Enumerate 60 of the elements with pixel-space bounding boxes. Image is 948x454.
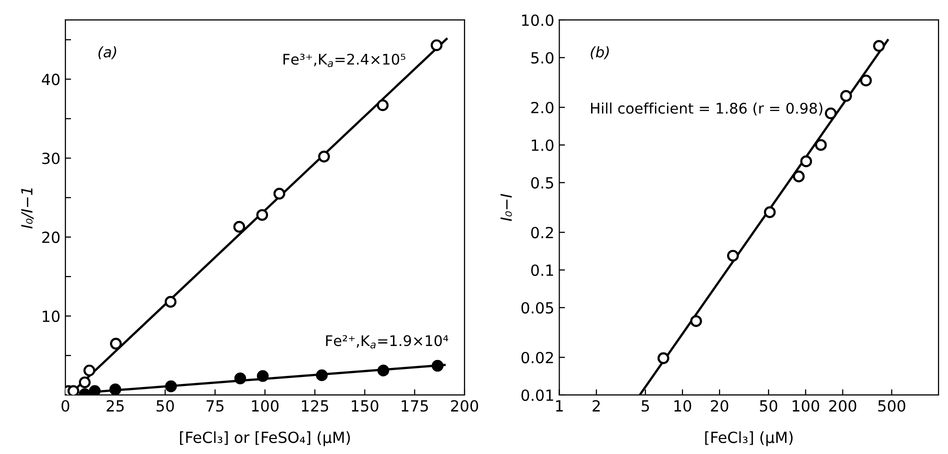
point xyxy=(67,385,80,395)
x-tick-label: 2 xyxy=(592,400,600,412)
point xyxy=(256,209,268,221)
point xyxy=(233,220,246,233)
point xyxy=(109,384,122,395)
x-tick-label: 0 xyxy=(62,400,70,412)
y-tick-label: 0.2 xyxy=(531,226,553,238)
y-tick-label: 40 xyxy=(42,74,60,86)
annotation: (a) xyxy=(98,46,116,60)
y-tick-label: 0.5 xyxy=(531,177,554,189)
y-tick-label: 0.05 xyxy=(521,302,554,314)
y-tick-label: 10 xyxy=(42,310,60,322)
point xyxy=(88,385,101,395)
x-tick-label: 50 xyxy=(760,400,778,412)
x-tick-label: 1 xyxy=(556,400,563,412)
y-axis-title: I₀/I−1 xyxy=(21,188,34,228)
y-tick-label: 2.0 xyxy=(531,102,554,114)
y-tick-label: 30 xyxy=(42,152,60,164)
annotation: (b) xyxy=(590,46,609,60)
series-label: Fe³⁺,K$_{a}$=2.4×10⁵ xyxy=(284,54,406,68)
x-tick-label: 200 xyxy=(829,400,856,412)
x-tick-label: 100 xyxy=(252,400,279,412)
x-axis-title: [FeCl₃] or [FeSO₄] (μM) xyxy=(180,431,350,446)
x-tick-label: 50 xyxy=(156,400,174,412)
point xyxy=(316,369,328,382)
y-tick-label: 0.1 xyxy=(531,264,554,276)
x-tick-label: 100 xyxy=(792,400,820,412)
point xyxy=(256,370,269,382)
point xyxy=(430,39,442,52)
point xyxy=(376,99,389,112)
point xyxy=(318,150,330,162)
x-axis-title: [FeCl₃] (μM) xyxy=(705,431,793,446)
x-tick-label: 500 xyxy=(878,400,906,412)
y-tick-label: 0.01 xyxy=(521,389,554,401)
point xyxy=(78,376,91,388)
point xyxy=(110,338,122,350)
y-tick-label: 20 xyxy=(42,232,60,244)
point xyxy=(164,296,176,308)
point xyxy=(432,360,444,372)
y-axis-title: I₀−I xyxy=(500,194,512,222)
x-tick-label: 10 xyxy=(674,400,692,412)
y-tick-label: 5.0 xyxy=(531,52,554,64)
x-tick-label: 125 xyxy=(302,400,328,412)
point xyxy=(83,364,96,376)
y-tick-label: 1.0 xyxy=(532,139,554,151)
y-tick-label: 0.02 xyxy=(521,352,553,364)
annotation: Hill coefficient = 1.86 (r = 0.98) xyxy=(591,102,822,116)
point xyxy=(273,188,286,200)
x-tick-label: 150 xyxy=(352,400,378,412)
point xyxy=(234,372,246,384)
x-tick-label: 25 xyxy=(106,400,124,412)
x-tick-label: 5 xyxy=(642,400,649,412)
x-tick-label: 20 xyxy=(710,400,728,412)
point xyxy=(377,364,390,376)
x-tick-label: 175 xyxy=(402,400,428,412)
point xyxy=(165,380,177,392)
x-tick-label: 200 xyxy=(451,400,478,412)
x-tick-label: 75 xyxy=(206,400,224,412)
series-label: Fe²⁺,K$_{a}$=1.9×10⁴ xyxy=(326,335,448,348)
y-tick-label: 10.0 xyxy=(522,14,554,26)
